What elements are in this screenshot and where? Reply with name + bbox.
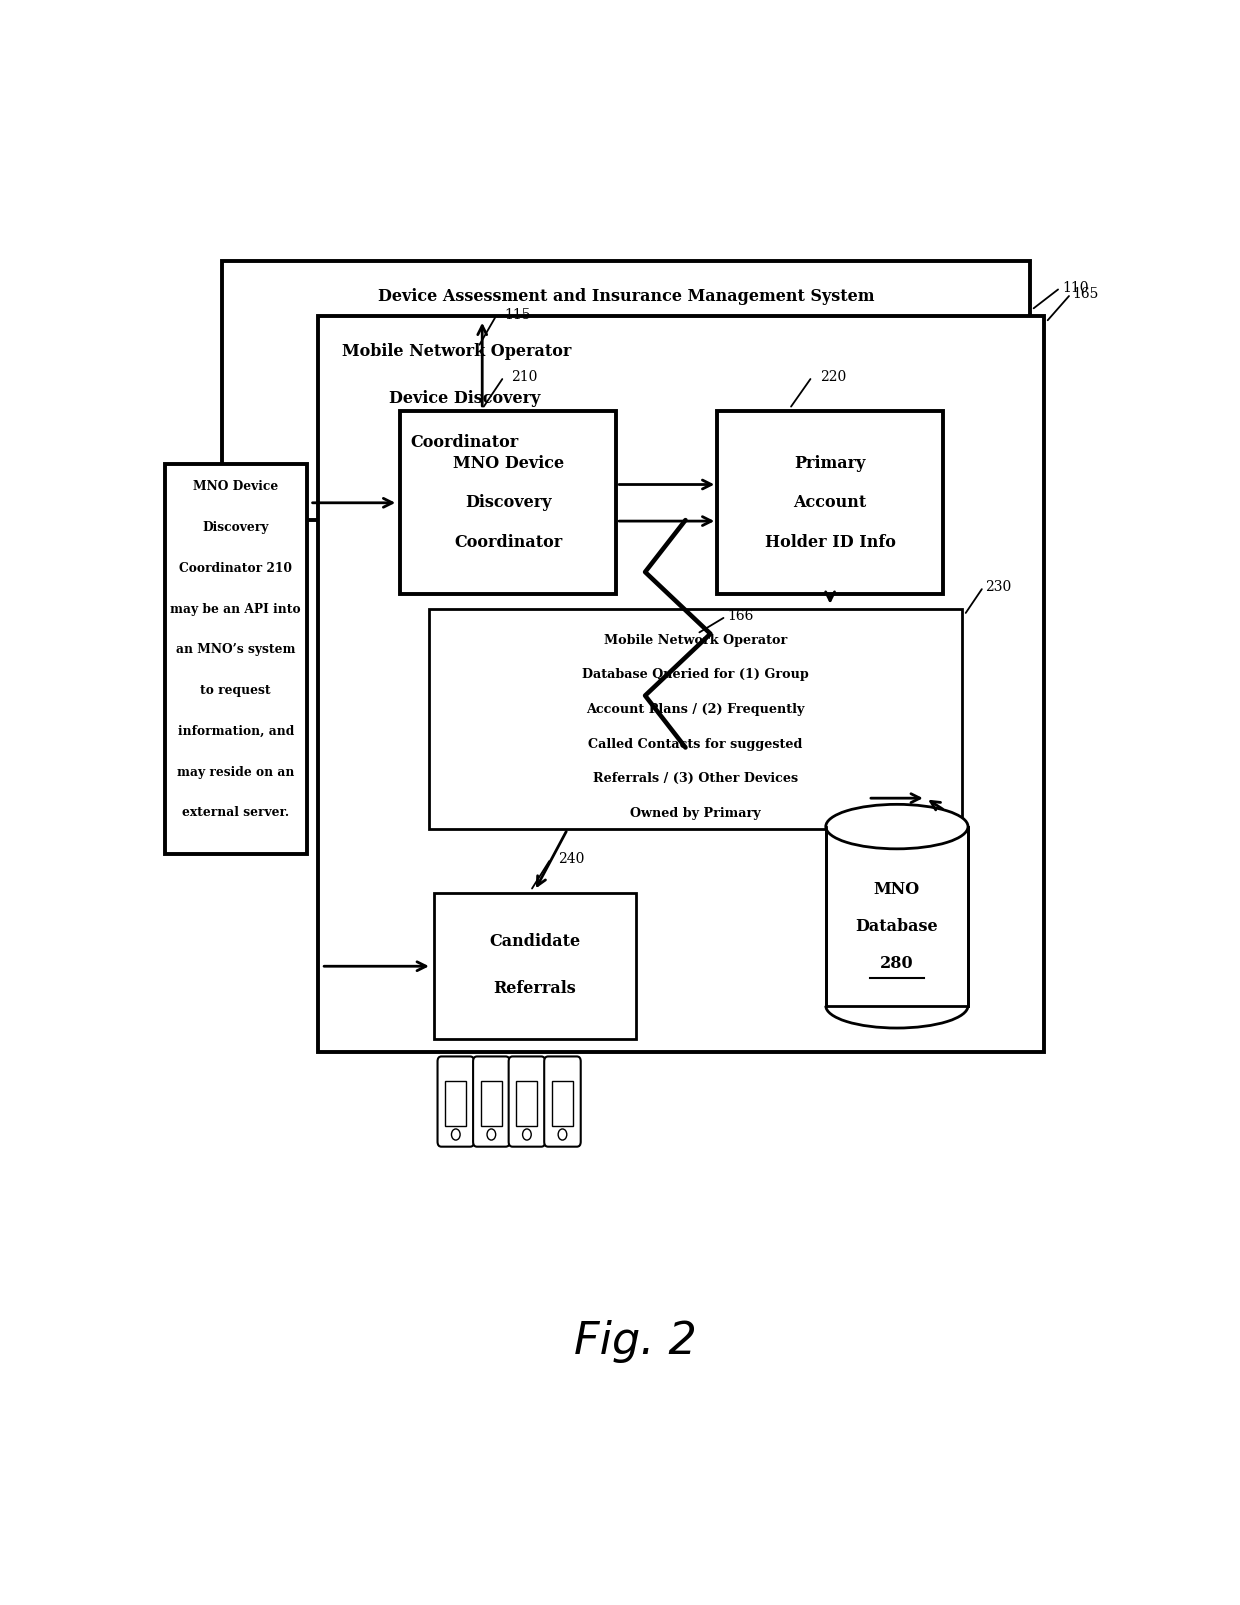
Text: information, and: information, and <box>177 725 294 738</box>
Text: Coordinator: Coordinator <box>454 534 562 551</box>
Text: Device Discovery: Device Discovery <box>389 390 541 408</box>
Text: an MNO’s system: an MNO’s system <box>176 644 295 656</box>
Text: Device Assessment and Insurance Management System: Device Assessment and Insurance Manageme… <box>378 287 874 305</box>
Text: 220: 220 <box>820 369 846 384</box>
Bar <box>222 260 1029 520</box>
Text: MNO Device: MNO Device <box>453 454 564 472</box>
Text: external server.: external server. <box>182 806 289 820</box>
Text: 210: 210 <box>512 369 538 384</box>
Text: to request: to request <box>201 684 272 697</box>
Bar <box>429 608 962 830</box>
Text: MNO: MNO <box>874 881 920 897</box>
Text: may reside on an: may reside on an <box>177 766 294 778</box>
Text: Owned by Primary: Owned by Primary <box>630 807 761 820</box>
Bar <box>401 411 616 594</box>
Text: Holder ID Info: Holder ID Info <box>765 534 895 551</box>
Text: Database Queried for (1) Group: Database Queried for (1) Group <box>583 668 808 682</box>
Bar <box>434 894 635 1038</box>
Bar <box>516 1082 537 1125</box>
Bar <box>717 411 942 594</box>
Text: may be an API into: may be an API into <box>170 602 301 616</box>
Text: Account Plans / (2) Frequently: Account Plans / (2) Frequently <box>587 703 805 716</box>
Text: Mobile Network Operator: Mobile Network Operator <box>342 343 572 361</box>
Bar <box>826 827 968 1006</box>
Text: 280: 280 <box>880 955 914 971</box>
Text: 230: 230 <box>986 579 1012 594</box>
Bar <box>332 350 596 491</box>
FancyBboxPatch shape <box>438 1056 474 1146</box>
Text: Referrals / (3) Other Devices: Referrals / (3) Other Devices <box>593 772 799 785</box>
Bar <box>445 1082 466 1125</box>
Text: Coordinator 210: Coordinator 210 <box>180 562 293 575</box>
Text: 115: 115 <box>505 308 531 323</box>
Text: MNO Device: MNO Device <box>193 480 278 493</box>
FancyBboxPatch shape <box>544 1056 580 1146</box>
Text: Database: Database <box>856 918 939 934</box>
Bar <box>319 316 1044 1051</box>
Text: 166: 166 <box>728 610 754 623</box>
Ellipse shape <box>522 1128 531 1140</box>
Text: Account: Account <box>794 494 867 512</box>
Text: 165: 165 <box>1073 287 1099 302</box>
Text: Coordinator: Coordinator <box>410 435 520 451</box>
Text: Discovery: Discovery <box>465 494 552 512</box>
Text: Fig. 2: Fig. 2 <box>574 1321 697 1363</box>
Text: Mobile Network Operator: Mobile Network Operator <box>604 634 787 647</box>
Bar <box>481 1082 502 1125</box>
FancyBboxPatch shape <box>508 1056 546 1146</box>
Bar <box>165 464 306 854</box>
Text: Called Contacts for suggested: Called Contacts for suggested <box>588 738 802 751</box>
Text: Candidate: Candidate <box>489 933 580 950</box>
Text: Referrals: Referrals <box>494 981 575 997</box>
Ellipse shape <box>451 1128 460 1140</box>
Text: Discovery: Discovery <box>202 522 269 534</box>
Bar <box>552 1082 573 1125</box>
Ellipse shape <box>558 1128 567 1140</box>
Text: Primary: Primary <box>795 454 866 472</box>
Ellipse shape <box>487 1128 496 1140</box>
FancyBboxPatch shape <box>474 1056 510 1146</box>
Text: 110: 110 <box>1063 281 1089 295</box>
Text: 240: 240 <box>558 852 585 865</box>
Ellipse shape <box>826 804 968 849</box>
